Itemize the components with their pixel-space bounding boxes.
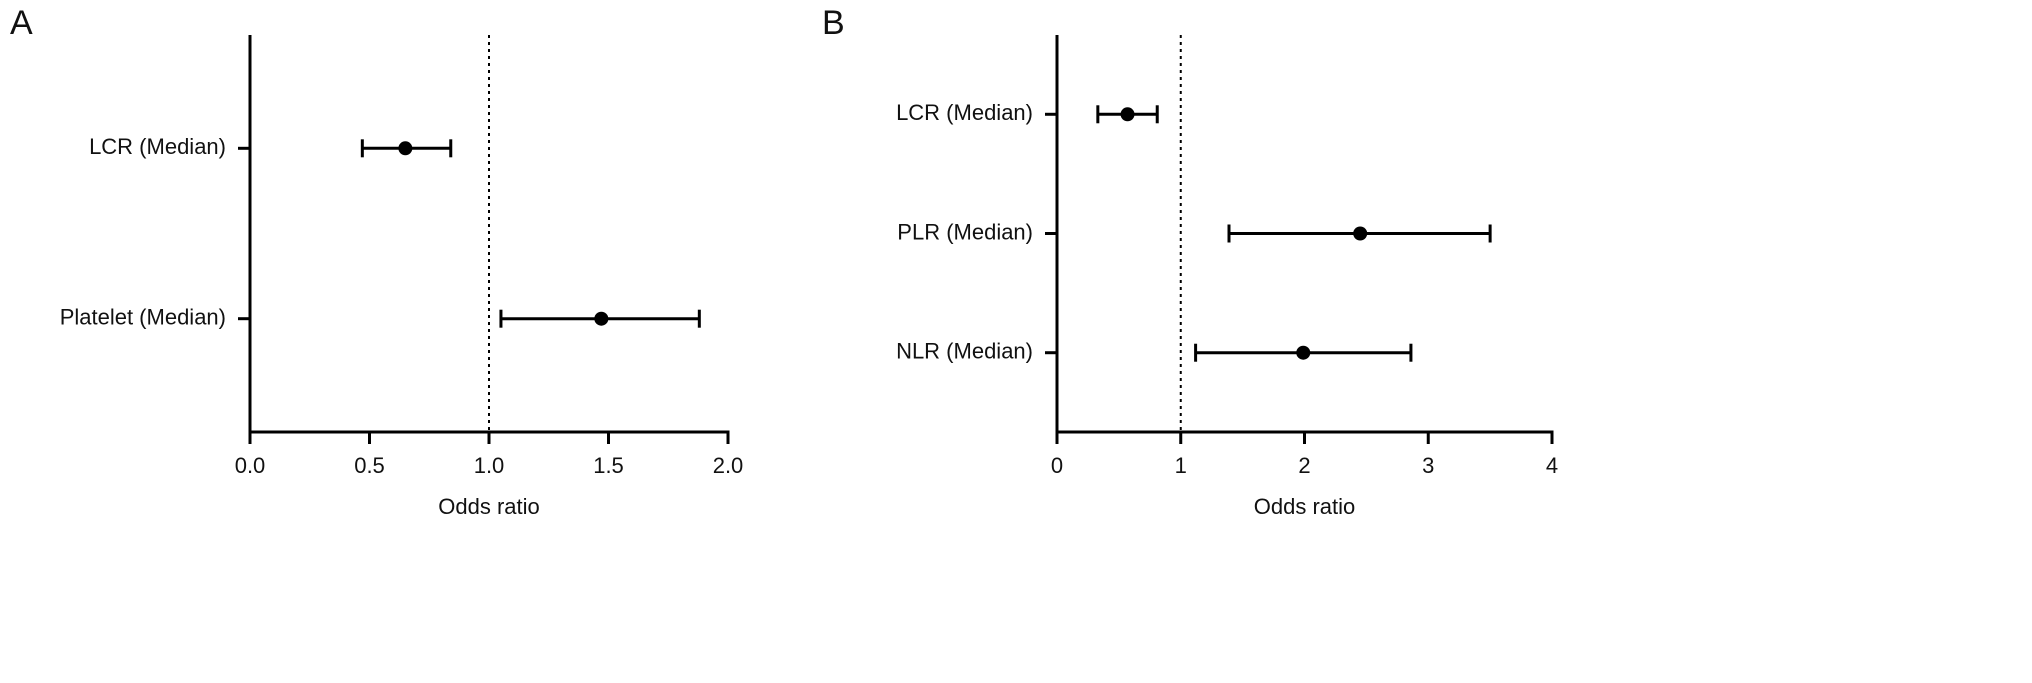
x-tick-label: 1.0 [474,453,505,478]
x-tick-label: 4 [1546,453,1558,478]
panel-label: B [822,4,845,42]
point-estimate [1120,107,1135,122]
category-label: NLR (Median) [896,339,1033,364]
point-estimate [398,141,413,156]
point-estimate [1353,226,1368,241]
category-label: Platelet (Median) [60,305,226,330]
x-tick-label: 3 [1422,453,1434,478]
x-tick-label: 1.5 [593,453,624,478]
x-tick-label: 2 [1298,453,1310,478]
category-label: PLR (Median) [897,219,1033,244]
point-estimate [1296,345,1311,360]
x-tick-label: 2.0 [713,453,744,478]
category-label: LCR (Median) [896,100,1033,125]
x-tick-label: 0.5 [354,453,385,478]
x-tick-label: 1 [1175,453,1187,478]
x-tick-label: 0 [1051,453,1063,478]
x-axis-label: Odds ratio [1254,494,1356,519]
category-label: LCR (Median) [89,134,226,159]
x-tick-label: 0.0 [235,453,266,478]
point-estimate [594,311,609,326]
x-axis-label: Odds ratio [438,494,540,519]
panel-label: A [10,4,33,42]
